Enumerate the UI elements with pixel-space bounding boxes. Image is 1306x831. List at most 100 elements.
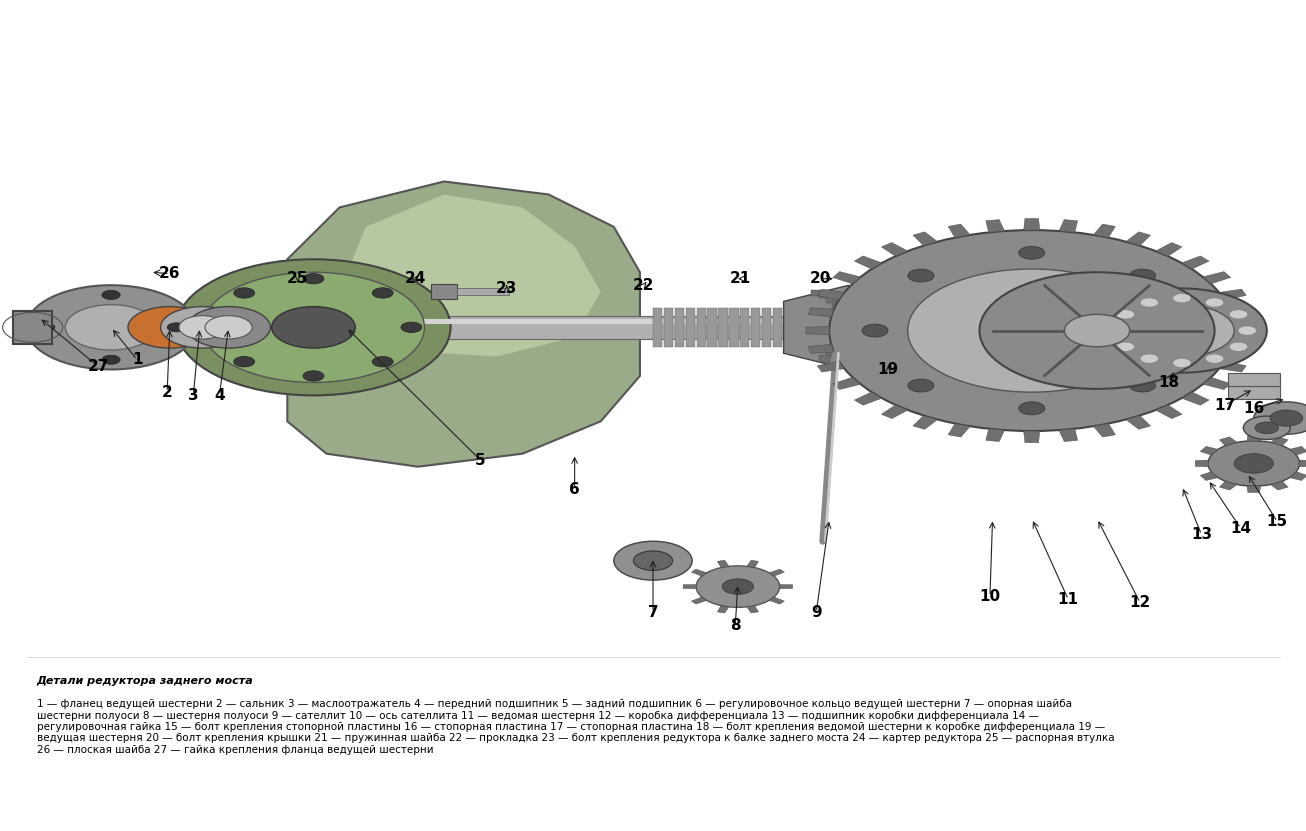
Text: 20: 20 — [810, 271, 831, 286]
Bar — [686, 307, 695, 347]
Circle shape — [205, 322, 226, 332]
Circle shape — [202, 273, 424, 382]
Circle shape — [908, 379, 934, 392]
Circle shape — [303, 371, 324, 381]
Bar — [827, 351, 837, 357]
Circle shape — [722, 579, 754, 594]
Circle shape — [234, 288, 255, 298]
Circle shape — [303, 273, 324, 284]
Bar — [811, 290, 821, 296]
Polygon shape — [948, 224, 970, 238]
Circle shape — [1130, 269, 1156, 282]
Bar — [751, 307, 760, 347]
Circle shape — [176, 259, 451, 396]
Polygon shape — [833, 272, 861, 284]
Polygon shape — [1203, 377, 1230, 390]
Circle shape — [1173, 358, 1191, 367]
Text: 3: 3 — [188, 388, 199, 403]
Circle shape — [102, 355, 120, 364]
Text: 6: 6 — [569, 482, 580, 497]
Polygon shape — [691, 597, 707, 604]
Bar — [13, 319, 849, 324]
Circle shape — [1117, 342, 1135, 352]
Bar — [708, 307, 717, 347]
Polygon shape — [1203, 272, 1230, 284]
Circle shape — [1173, 293, 1191, 302]
Polygon shape — [780, 584, 793, 588]
Polygon shape — [287, 181, 640, 467]
Polygon shape — [1220, 437, 1237, 445]
Bar — [827, 296, 837, 302]
Polygon shape — [808, 344, 835, 353]
Polygon shape — [13, 311, 52, 343]
Polygon shape — [913, 232, 938, 246]
Circle shape — [128, 307, 212, 348]
Bar — [718, 307, 727, 347]
Polygon shape — [769, 569, 785, 576]
Text: 21: 21 — [730, 271, 751, 286]
Bar — [832, 343, 842, 350]
Polygon shape — [1218, 289, 1246, 300]
Bar — [819, 356, 829, 362]
Bar — [761, 307, 771, 347]
Text: 16: 16 — [1243, 401, 1264, 416]
Text: Детали редуктора заднего моста: Детали редуктора заднего моста — [37, 676, 253, 686]
Polygon shape — [833, 377, 861, 390]
Circle shape — [614, 541, 692, 580]
Polygon shape — [340, 194, 601, 356]
Text: 25: 25 — [287, 271, 308, 286]
Circle shape — [1153, 317, 1211, 345]
Circle shape — [161, 307, 244, 348]
Bar — [431, 284, 457, 299]
Polygon shape — [1271, 481, 1288, 490]
Circle shape — [272, 307, 355, 348]
Polygon shape — [1247, 486, 1260, 493]
Circle shape — [179, 316, 226, 339]
Circle shape — [862, 324, 888, 337]
Circle shape — [1175, 324, 1202, 337]
Polygon shape — [1059, 219, 1077, 233]
Circle shape — [1254, 402, 1306, 435]
Polygon shape — [1200, 472, 1218, 480]
Bar — [729, 307, 738, 347]
Polygon shape — [1200, 446, 1218, 455]
Polygon shape — [1156, 405, 1182, 419]
Circle shape — [202, 259, 477, 396]
Polygon shape — [1234, 327, 1258, 335]
Polygon shape — [1024, 219, 1040, 230]
Polygon shape — [1126, 232, 1151, 246]
Polygon shape — [913, 416, 938, 430]
Polygon shape — [1220, 481, 1237, 490]
Circle shape — [908, 269, 934, 282]
Polygon shape — [1289, 472, 1306, 480]
Bar — [13, 316, 849, 339]
Bar — [457, 288, 509, 295]
Circle shape — [1140, 298, 1158, 307]
Text: 14: 14 — [1230, 521, 1251, 536]
Polygon shape — [1247, 435, 1260, 441]
Circle shape — [1205, 354, 1224, 363]
Polygon shape — [1024, 431, 1040, 443]
Circle shape — [1234, 454, 1273, 473]
Circle shape — [1117, 310, 1135, 319]
Text: 9: 9 — [811, 605, 821, 620]
Polygon shape — [1195, 460, 1208, 467]
Circle shape — [1229, 342, 1247, 352]
Text: 1: 1 — [132, 352, 142, 367]
Circle shape — [1107, 326, 1126, 335]
Text: 7: 7 — [648, 605, 658, 620]
Polygon shape — [1156, 243, 1182, 256]
Circle shape — [102, 290, 120, 299]
Circle shape — [980, 273, 1215, 389]
Text: 19: 19 — [878, 362, 899, 377]
Text: 22: 22 — [633, 278, 654, 293]
Text: 11: 11 — [1058, 592, 1079, 607]
Polygon shape — [717, 606, 729, 613]
Text: 4: 4 — [214, 388, 225, 403]
Circle shape — [401, 322, 422, 332]
Circle shape — [372, 356, 393, 367]
Polygon shape — [769, 597, 785, 604]
Polygon shape — [986, 219, 1004, 233]
Circle shape — [829, 230, 1234, 431]
Polygon shape — [683, 584, 696, 588]
